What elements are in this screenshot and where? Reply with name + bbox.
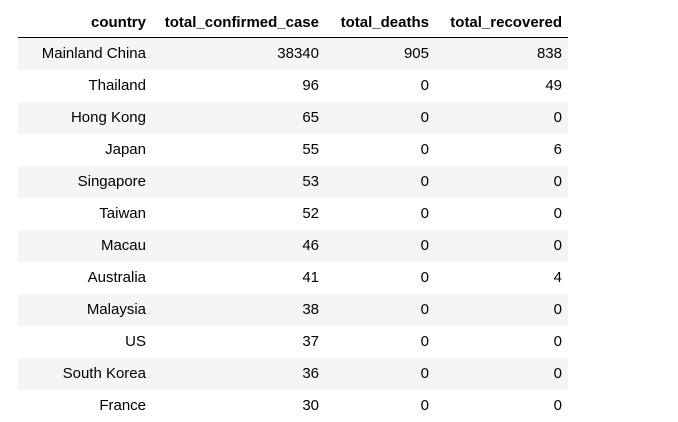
cell-country: Taiwan [18, 197, 152, 230]
cell-total-recovered: 4 [435, 261, 568, 294]
cell-total-confirmed-case: 37 [152, 325, 325, 358]
header-row: country total_confirmed_case total_death… [18, 7, 568, 38]
table-row: Hong Kong 65 0 0 [18, 101, 568, 134]
cell-total-recovered: 6 [435, 133, 568, 166]
cell-country: Mainland China [18, 37, 152, 70]
cell-total-confirmed-case: 55 [152, 133, 325, 166]
cell-total-deaths: 0 [325, 101, 435, 134]
cell-total-recovered: 0 [435, 229, 568, 262]
table-row: Malaysia 38 0 0 [18, 293, 568, 326]
table-row: Australia 41 0 4 [18, 261, 568, 294]
table-row: Japan 55 0 6 [18, 133, 568, 166]
cell-total-deaths: 0 [325, 389, 435, 422]
cell-total-recovered: 0 [435, 325, 568, 358]
cell-total-confirmed-case: 30 [152, 389, 325, 422]
cell-total-deaths: 0 [325, 325, 435, 358]
table-row: Macau 46 0 0 [18, 229, 568, 262]
cell-total-confirmed-case: 52 [152, 197, 325, 230]
column-header-total-deaths: total_deaths [325, 7, 435, 38]
table-row: Mainland China 38340 905 838 [18, 37, 568, 70]
cell-total-deaths: 0 [325, 293, 435, 326]
cell-total-recovered: 0 [435, 293, 568, 326]
cell-country: South Korea [18, 357, 152, 390]
cell-country: Hong Kong [18, 101, 152, 134]
table-body: Mainland China 38340 905 838 Thailand 96… [18, 37, 568, 422]
cell-total-confirmed-case: 38 [152, 293, 325, 326]
cell-total-confirmed-case: 38340 [152, 37, 325, 70]
cell-total-deaths: 0 [325, 165, 435, 198]
cell-total-deaths: 0 [325, 197, 435, 230]
cell-country: Macau [18, 229, 152, 262]
cell-total-deaths: 0 [325, 261, 435, 294]
cell-country: Thailand [18, 69, 152, 102]
cell-country: Singapore [18, 165, 152, 198]
cell-total-recovered: 0 [435, 357, 568, 390]
table-row: Thailand 96 0 49 [18, 69, 568, 102]
cell-total-deaths: 0 [325, 69, 435, 102]
cell-total-confirmed-case: 53 [152, 165, 325, 198]
table-row: South Korea 36 0 0 [18, 357, 568, 390]
cell-total-confirmed-case: 36 [152, 357, 325, 390]
cell-total-confirmed-case: 65 [152, 101, 325, 134]
column-header-total-confirmed-case: total_confirmed_case [152, 7, 325, 38]
cell-total-deaths: 0 [325, 229, 435, 262]
cell-country: France [18, 389, 152, 422]
column-header-country: country [18, 7, 152, 38]
dataframe-table: country total_confirmed_case total_death… [18, 7, 568, 422]
table-row: Taiwan 52 0 0 [18, 197, 568, 230]
table-row: France 30 0 0 [18, 389, 568, 422]
table-row: Singapore 53 0 0 [18, 165, 568, 198]
cell-total-deaths: 0 [325, 133, 435, 166]
table-header: country total_confirmed_case total_death… [18, 7, 568, 38]
cell-total-recovered: 0 [435, 165, 568, 198]
cell-total-recovered: 49 [435, 69, 568, 102]
cell-country: Australia [18, 261, 152, 294]
cell-total-recovered: 0 [435, 197, 568, 230]
cell-total-confirmed-case: 46 [152, 229, 325, 262]
cell-total-confirmed-case: 96 [152, 69, 325, 102]
dataframe-output: country total_confirmed_case total_death… [18, 7, 568, 422]
column-header-total-recovered: total_recovered [435, 7, 568, 38]
cell-total-deaths: 905 [325, 37, 435, 70]
cell-country: US [18, 325, 152, 358]
cell-total-recovered: 0 [435, 101, 568, 134]
cell-country: Japan [18, 133, 152, 166]
cell-total-recovered: 838 [435, 37, 568, 70]
cell-total-deaths: 0 [325, 357, 435, 390]
cell-total-confirmed-case: 41 [152, 261, 325, 294]
table-row: US 37 0 0 [18, 325, 568, 358]
cell-total-recovered: 0 [435, 389, 568, 422]
cell-country: Malaysia [18, 293, 152, 326]
